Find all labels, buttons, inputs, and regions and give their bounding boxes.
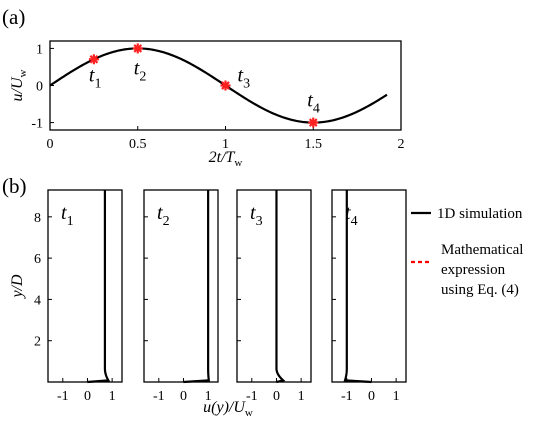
b-profile-line-2 [183,190,211,384]
a-ytick-label: 1 [36,42,43,57]
a-ytick-label: 0 [36,80,43,95]
b-xtick-label: 1 [205,389,212,404]
b-xtick-label: 0 [180,389,187,404]
a-series-line [49,47,388,124]
b-xtick-label: 0 [273,389,280,404]
a-xtick-label: 1.5 [305,137,323,152]
a-marker-label-3: t3 [238,65,251,92]
b-subplot-2: -1 0 1 t2 [143,189,219,404]
b-profile-line-4 [343,190,372,384]
b-xtick-label: 1 [109,389,116,404]
legend-math-label-3: using Eq. (4) [441,282,519,298]
b-subplot-frame [331,189,407,383]
b-subplot-4: -1 0 1t4 [331,189,407,404]
b-subplot-1: -1 0 1 t1 [47,189,123,404]
panel-a-label: (a) [2,5,25,29]
a-marker-4 [308,117,319,128]
legend: 1D simulation Mathematical expression us… [411,206,523,298]
b-ytick-label: 4 [34,293,41,308]
b-xtick-label: 0 [84,389,91,404]
a-xtick-label: 2 [398,137,405,152]
b-xtick-label: 1 [393,389,400,404]
b-xtick-label: -1 [341,389,353,404]
a-ylabel: u/Uw [9,69,29,101]
b-subplot-label-3: t3 [250,202,263,229]
b-xlabel: u(y)/Uw [203,399,253,419]
b-subplot-label-1: t1 [61,202,74,229]
b-subplot-3: -1 0 1 t3 [236,189,312,404]
b-profile-line-3 [275,190,286,384]
a-marker-label-1: t1 [89,64,102,91]
a-xlabel: 2t/Tw [209,149,243,169]
b-ytick-label: 8 [34,211,41,226]
a-ytick-label: -1 [31,117,43,132]
a-marker-2 [132,43,143,54]
b-xtick-label: -1 [246,389,258,404]
legend-math-label-2: expression [441,262,506,278]
b-xtick-label: -1 [57,389,69,404]
b-ytick-label: 2 [34,335,41,350]
b-profile-line-1 [87,190,111,384]
a-marker-1 [88,54,99,65]
a-marker-3 [220,80,231,91]
b-ylabel: y/D [9,274,26,300]
b-xtick-label: -1 [153,389,165,404]
legend-math-label-1: Mathematical [441,242,523,258]
panel-a-chart: 0 0.5 1 1.5 2 -1 0 1 t1 t2 t3 t4 2t/Tw u/Uw [9,40,405,169]
a-xtick-label: 0 [47,137,54,152]
b-ytick-label: 6 [34,252,41,267]
panel-b-label: (b) [2,174,27,198]
a-marker-label-4: t4 [307,90,320,117]
b-xtick-label: 0 [368,389,375,404]
a-xtick-label: 1 [222,137,229,152]
b-subplot-label-2: t2 [157,202,170,229]
a-marker-label-2: t2 [134,57,147,84]
a-xtick-label: 0.5 [129,137,147,152]
b-subplot-frame [236,189,312,383]
b-xtick-label: 1 [298,389,305,404]
legend-simulation-label: 1D simulation [437,206,523,222]
b-subplot-frame [143,189,219,383]
b-subplot-frame [47,189,123,383]
